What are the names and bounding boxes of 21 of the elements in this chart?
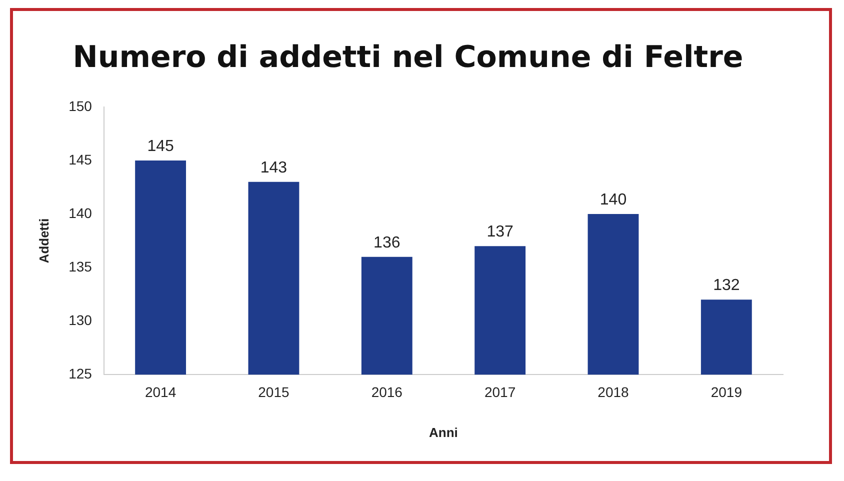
y-tick-label: 140: [68, 204, 92, 221]
data-label: 140: [600, 191, 627, 208]
y-tick-label: 135: [68, 258, 92, 274]
data-label: 132: [713, 277, 740, 294]
x-tick-label: 2015: [258, 384, 290, 400]
data-label: 137: [486, 224, 514, 241]
y-tick-label: 125: [68, 365, 92, 382]
data-label: 143: [260, 159, 288, 176]
x-axis-title: Anni: [429, 424, 458, 440]
y-tick-label: 145: [68, 151, 92, 168]
chart-title: Numero di addetti nel Comune di Feltre: [72, 40, 744, 75]
x-tick-label: 2017: [484, 384, 516, 400]
data-label: 136: [374, 234, 400, 252]
y-tick-label: 130: [68, 312, 92, 328]
x-tick-label: 2016: [371, 384, 403, 400]
x-tick-label: 2018: [598, 384, 630, 400]
x-tick-label: 2014: [144, 384, 176, 400]
x-tick-label: 2019: [710, 384, 742, 400]
y-axis-title: Addetti: [36, 218, 52, 264]
data-label: 145: [147, 138, 174, 155]
y-tick-label: 150: [68, 98, 92, 114]
